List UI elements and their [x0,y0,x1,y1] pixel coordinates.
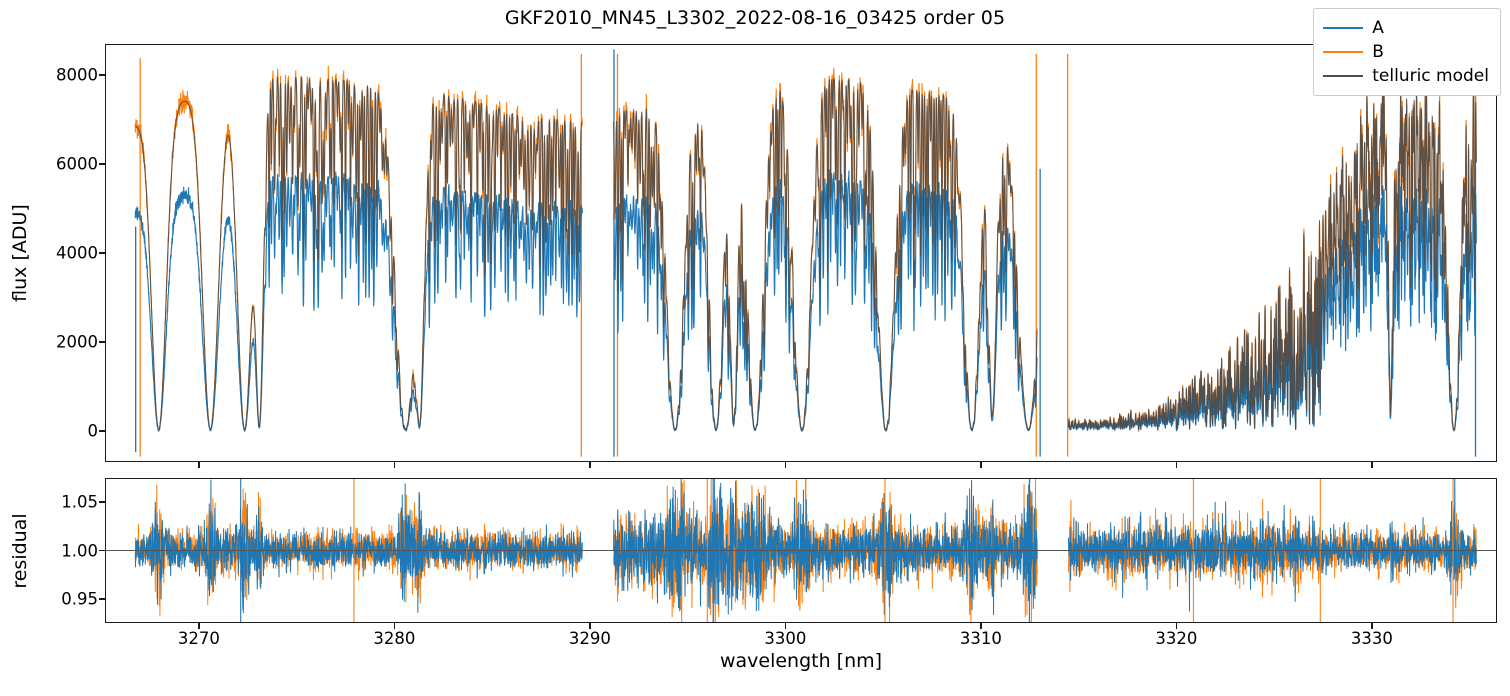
wavelength-axis-label: wavelength [nm] [719,650,883,672]
flux-ytick-label: 8000 [56,65,98,85]
flux-ytick-label: 4000 [56,243,98,263]
x-tick-mark-main [1175,462,1178,468]
plot-title: GKF2010_MN45_L3302_2022-08-16_03425 orde… [504,7,1006,29]
legend-label-b: B [1372,41,1384,62]
x-tick-label: 3290 [568,629,611,648]
x-tick-mark-main [198,462,200,468]
residual-ytick-mark [99,549,105,552]
legend-line-a [1323,27,1364,29]
flux-ytick-label: 0 [87,421,99,441]
x-tick-mark-residual [980,623,982,629]
flux-axis-label: flux [ADU] [9,204,31,302]
flux-ytick-label: 2000 [56,332,98,352]
x-tick-mark-main [589,462,591,468]
x-tick-label: 3300 [764,629,807,648]
x-tick-label: 3270 [177,629,220,648]
x-tick-mark-residual [589,623,591,629]
legend: A B telluric model [1313,8,1501,96]
flux-ytick-mark [99,252,105,254]
flux-ytick-mark [99,74,105,76]
x-tick-label: 3320 [1155,629,1198,648]
x-tick-label: 3280 [373,629,416,648]
residual-ytick-mark [99,598,105,600]
x-tick-mark-main [980,462,982,468]
x-tick-mark-main [393,462,396,468]
legend-item-telluric: telluric model [1323,64,1489,88]
x-tick-mark-main [784,462,787,468]
legend-line-telluric [1323,75,1364,77]
x-tick-label: 3310 [959,629,1002,648]
legend-line-b [1323,51,1364,53]
x-tick-mark-residual [198,623,200,629]
x-tick-label: 3330 [1350,629,1393,648]
legend-label-telluric: telluric model [1372,65,1489,86]
x-tick-mark-residual [393,623,396,629]
x-tick-mark-residual [784,623,787,629]
residual-plot-area [106,479,1496,622]
x-tick-mark-main [1371,462,1373,468]
residual-ytick-label: 0.95 [61,589,98,609]
residual-ytick-label: 1.05 [61,492,98,512]
residual-ytick-label: 1.00 [61,541,98,560]
flux-panel [105,44,1497,462]
x-tick-mark-residual [1175,623,1178,629]
residual-panel [105,478,1497,623]
x-tick-mark-residual [1371,623,1373,629]
flux-ytick-mark [99,163,105,165]
flux-ytick-mark [99,341,105,343]
telluric-model-line [134,76,1477,431]
flux-ytick-mark [99,430,105,432]
flux-plot-area [134,49,1477,457]
residual-axis-label: residual [9,512,31,589]
residual-a-line [134,479,1477,615]
legend-item-b: B [1323,40,1489,64]
legend-label-a: A [1372,17,1384,38]
flux-ytick-label: 6000 [56,154,98,174]
residual-ytick-mark [99,501,105,503]
legend-item-a: A [1323,16,1489,40]
